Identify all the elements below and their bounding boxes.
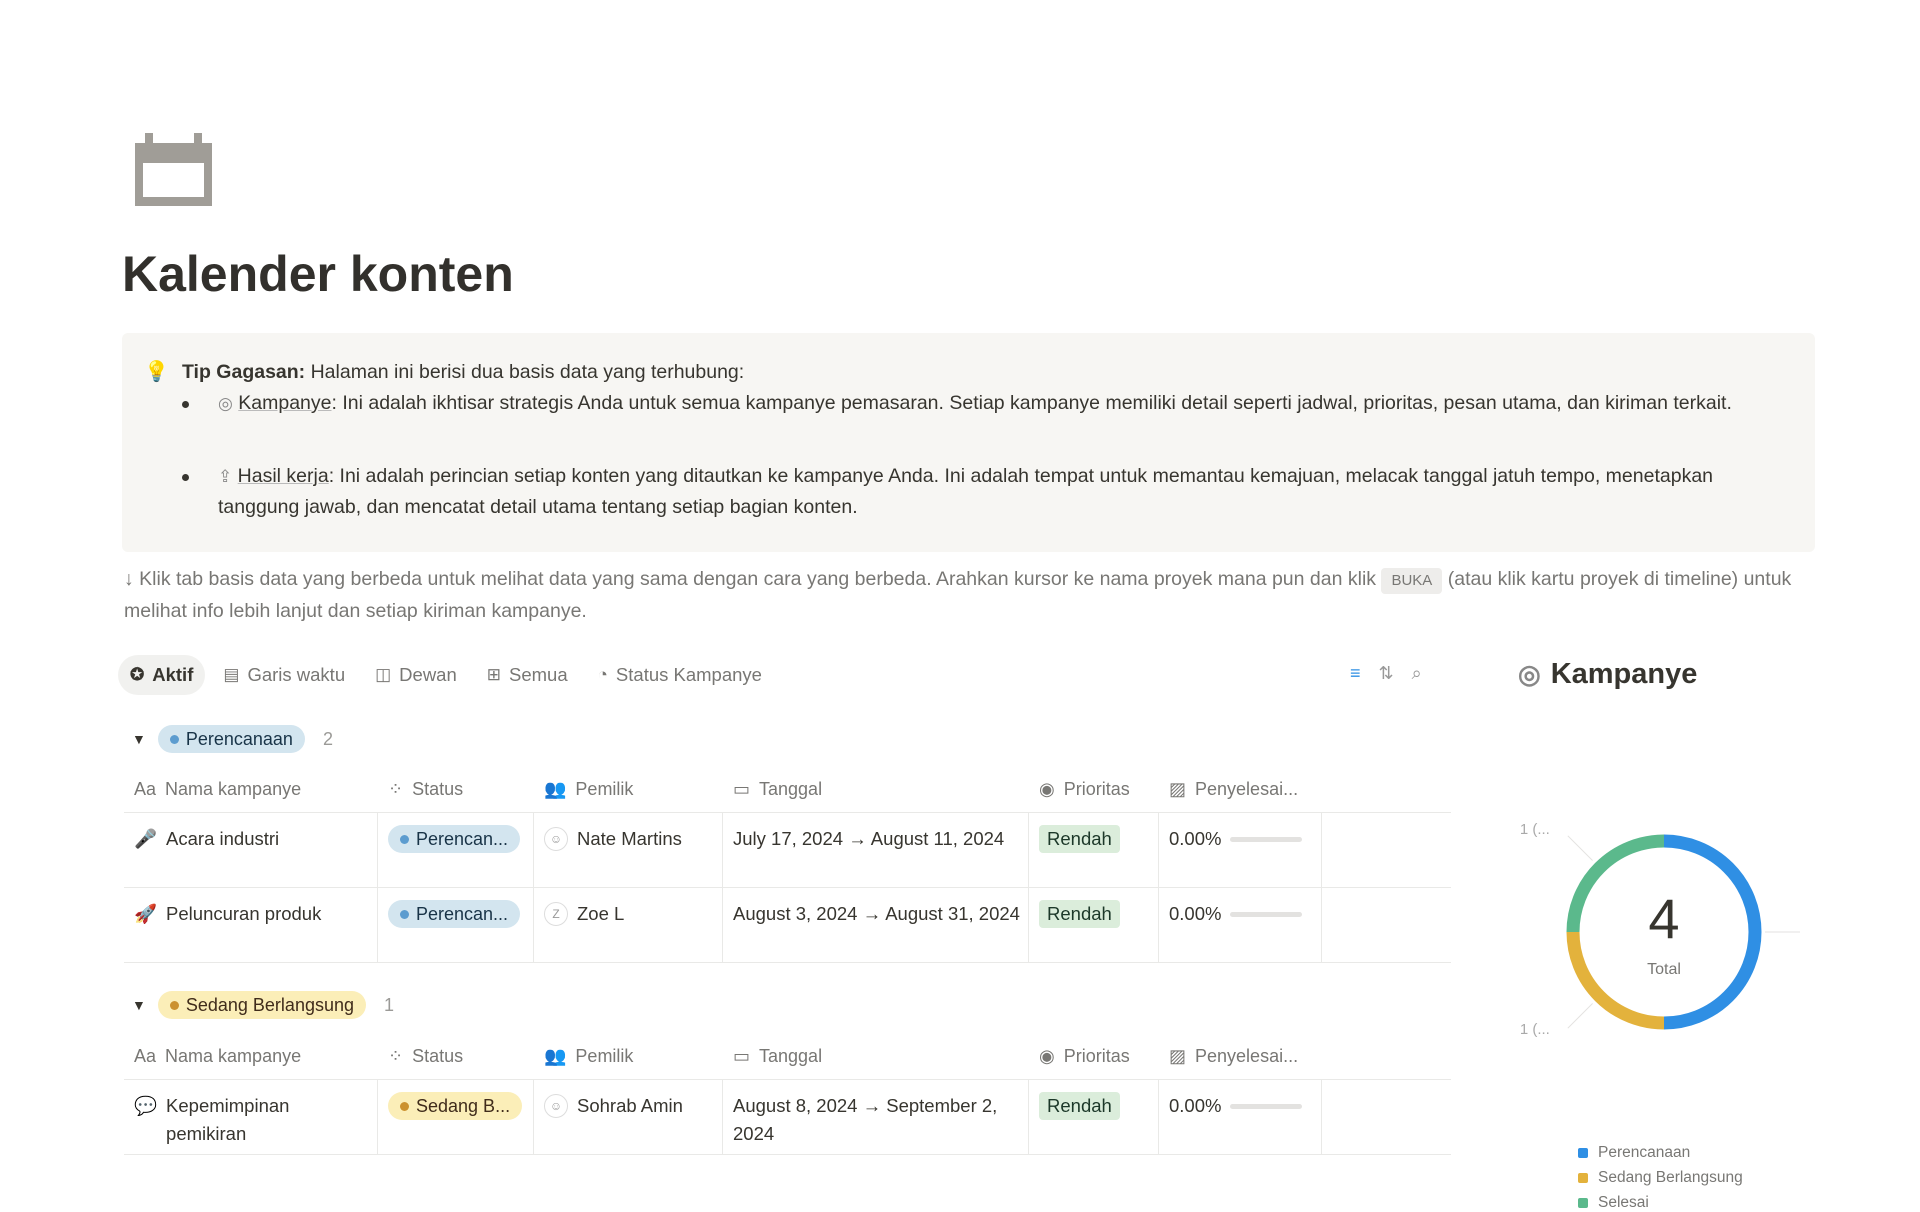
tab-status-kampanye[interactable]: ◔ Status Kampanye xyxy=(597,664,762,685)
table-row[interactable]: 💬 Kepemimpinan pemikiran Sedang B... ☺ Soh… xyxy=(124,1080,1451,1155)
table-header: Aa Nama kampanye ⁘ Status 👥 Pemilik ▭ Tangga… xyxy=(124,767,1451,813)
legend-item: Selesai xyxy=(1578,1194,1649,1212)
status-badge: Perencan... xyxy=(388,825,521,853)
group-header-perencanaan[interactable]: ▼ Perencanaan 2 xyxy=(132,725,333,753)
tip-label: Tip Gagasan: xyxy=(182,361,306,383)
center-value: 4 xyxy=(1648,887,1679,950)
open-button-hint: BUKA xyxy=(1381,568,1443,594)
group-header-sedang-berlangsung[interactable]: ▼ Sedang Berlangsung 1 xyxy=(132,991,394,1019)
table-icon: ⊞ xyxy=(486,665,502,684)
priority-tag: Rendah xyxy=(1039,900,1120,928)
microphone-icon: 🎤 xyxy=(134,828,158,849)
progress-icon: ▨ xyxy=(1169,779,1187,799)
tip-callout: 💡 Tip Gagasan: Halaman ini berisi dua ba… xyxy=(122,333,1815,552)
sort-icon[interactable]: ⇅ xyxy=(1378,663,1394,683)
lightbulb-icon: 💡 xyxy=(144,361,169,383)
deliverable-icon: ⇪ xyxy=(218,467,233,486)
group-count: 1 xyxy=(384,994,395,1015)
legend-item: Sedang Berlangsung xyxy=(1578,1169,1743,1187)
chart-icon: ◔ xyxy=(597,665,608,684)
label-leader-line xyxy=(1567,835,1593,861)
group-pill: Sedang Berlangsung xyxy=(157,991,366,1019)
hint-text: ↓ Klik tab basis data yang berbeda untuk… xyxy=(124,568,1792,622)
board-icon: ◫ xyxy=(375,665,392,684)
target-icon: ◎ xyxy=(1518,659,1541,689)
center-label: Total xyxy=(1647,961,1681,978)
people-icon: 👥 xyxy=(544,779,567,799)
target-icon: ◎ xyxy=(218,394,233,413)
table-header: Aa Nama kampanye ⁘ Status 👥 Pemilik ▭ Tangga… xyxy=(124,1034,1451,1080)
collapse-toggle-icon[interactable]: ▼ xyxy=(132,731,146,747)
priority-tag: Rendah xyxy=(1039,825,1120,853)
page-title: Kalender konten xyxy=(122,246,514,302)
progress-bar xyxy=(1230,837,1303,842)
calendar-icon xyxy=(135,133,212,206)
priority-icon: ◉ xyxy=(1039,779,1055,799)
tab-dewan[interactable]: ◫ Dewan xyxy=(375,664,457,685)
progress-bar xyxy=(1230,1104,1303,1109)
data-label: 1 (... xyxy=(1520,821,1550,838)
priority-tag: Rendah xyxy=(1039,1092,1120,1120)
bullet-text: : Ini adalah ikhtisar strategis Anda unt… xyxy=(331,392,1732,414)
rocket-icon: 🚀 xyxy=(134,903,158,924)
filter-icon[interactable]: ≡ xyxy=(1350,663,1361,683)
tab-aktif[interactable]: ✪ Aktif xyxy=(118,655,206,695)
donut-slice-selesai[interactable] xyxy=(1566,834,1665,933)
legend-item: Perencanaan xyxy=(1578,1144,1690,1162)
hasil-kerja-link[interactable]: Hasil kerja xyxy=(237,465,329,487)
label-leader-line xyxy=(1567,1003,1593,1029)
tip-text: Halaman ini berisi dua basis data yang t… xyxy=(305,361,745,383)
kampanye-link[interactable]: Kampanye xyxy=(238,392,332,414)
table-row[interactable]: 🚀 Peluncuran produk Perencan... Z Zoe L Au… xyxy=(124,888,1451,963)
group-pill: Perencanaan xyxy=(157,725,305,753)
avatar: Z xyxy=(544,902,568,926)
donut-slice-perencanaan[interactable] xyxy=(1663,834,1762,1030)
group-count: 2 xyxy=(322,728,333,749)
table-row[interactable]: 🎤 Acara industri Perencan... ☺ Nate Martin… xyxy=(124,813,1451,888)
data-label: 1 (... xyxy=(1520,1021,1550,1038)
star-icon: ✪ xyxy=(130,665,145,684)
donut-chart: 4 Total 1 (... 1 (... xyxy=(1520,821,1800,1038)
avatar: ☺ xyxy=(544,827,568,851)
chart-title: ◎ Kampanye xyxy=(1518,658,1698,690)
speech-bubble-icon: 💬 xyxy=(134,1095,158,1116)
search-icon[interactable]: ⌕ xyxy=(1411,663,1422,683)
status-col-icon: ⁘ xyxy=(388,779,404,799)
calendar-col-icon: ▭ xyxy=(733,779,751,799)
collapse-toggle-icon[interactable]: ▼ xyxy=(132,997,146,1013)
avatar: ☺ xyxy=(544,1094,568,1118)
donut-slice-sedang-berlangsung[interactable] xyxy=(1566,931,1665,1030)
status-badge: Sedang B... xyxy=(388,1092,523,1120)
tab-semua[interactable]: ⊞ Semua xyxy=(486,664,568,685)
timeline-icon: ▤ xyxy=(223,665,240,684)
bullet-text: : Ini adalah perincian setiap konten yan… xyxy=(218,465,1714,518)
view-tabs: ✪ Aktif ▤ Garis waktu ◫ Dewan ⊞ Semua ◔ Statu… xyxy=(118,655,780,695)
status-badge: Perencan... xyxy=(388,900,521,928)
tab-garis-waktu[interactable]: ▤ Garis waktu xyxy=(223,664,346,685)
progress-bar xyxy=(1230,912,1303,917)
